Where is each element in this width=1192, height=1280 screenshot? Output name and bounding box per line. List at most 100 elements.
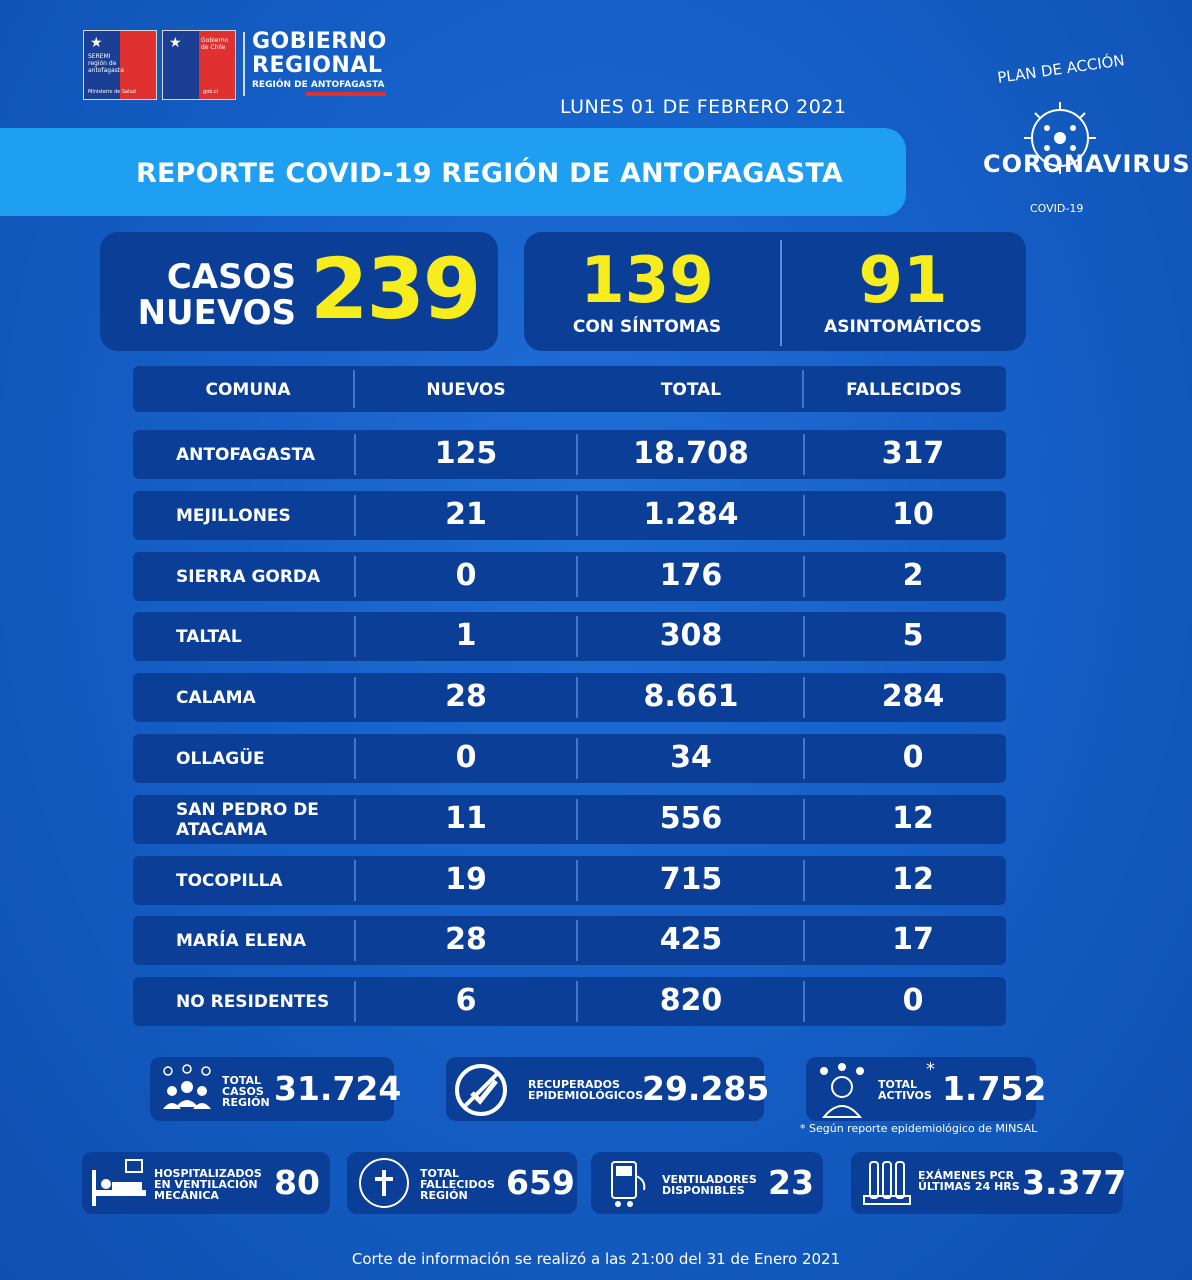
comuna-name: MEJILLONES: [176, 506, 291, 526]
comuna-name: ANTOFAGASTA: [176, 445, 316, 465]
column-separator: [803, 495, 805, 536]
gobierno-logo-foot: gob.cl: [203, 89, 219, 95]
total-cell: 308: [659, 618, 723, 653]
column-separator: [354, 495, 356, 536]
column-separator: [576, 434, 578, 475]
column-separator: [803, 920, 805, 961]
total-cell: 8.661: [643, 679, 739, 714]
ventiladores-label: VENTILADORES DISPONIBLES: [662, 1173, 757, 1197]
column-separator: [803, 677, 805, 718]
table-row: [133, 552, 1006, 601]
fallecidos-cell: 10: [892, 497, 934, 532]
comuna-name: TALTAL: [176, 627, 242, 647]
casos-nuevos-label: CASOS NUEVOS: [137, 257, 296, 333]
header-separator: [802, 370, 804, 408]
fallecidos-cell: 17: [892, 922, 934, 957]
seremi-logo-foot: Ministerio de Salud: [88, 89, 136, 95]
table-row: [133, 916, 1006, 965]
col-header-total: TOTAL: [660, 380, 722, 400]
comuna-name: MARÍA ELENA: [176, 931, 307, 951]
total-cell: 820: [659, 983, 723, 1018]
hospital-bed-icon: [92, 1159, 146, 1206]
nuevos-cell: 28: [445, 679, 487, 714]
column-separator: [576, 556, 578, 597]
header-separator: [353, 370, 355, 408]
table-row: [133, 673, 1006, 722]
fallecidos-cell: 0: [902, 740, 924, 775]
fallecidos-cell: 12: [892, 801, 934, 836]
nuevos-cell: 1: [455, 618, 477, 653]
nuevos-cell: 21: [445, 497, 487, 532]
con-sintomas-label: CON SÍNTOMAS: [572, 317, 722, 337]
total-cell: 425: [659, 922, 723, 957]
footer-note: Corte de información se realizó a las 21…: [351, 1250, 841, 1268]
asintomaticos-value: 91: [858, 244, 948, 318]
activos-value: 1.752: [942, 1069, 1047, 1108]
total-casos-value: 31.724: [274, 1069, 402, 1108]
table-row: [133, 795, 1006, 844]
column-separator: [576, 981, 578, 1022]
recuperados-card: [446, 1057, 764, 1121]
nuevos-cell: 0: [455, 740, 477, 775]
con-sintomas-value: 139: [580, 244, 714, 318]
comuna-name: NO RESIDENTES: [176, 992, 330, 1012]
table-row: [133, 612, 1006, 661]
report-date: LUNES 01 DE FEBRERO 2021: [560, 96, 847, 118]
activos-asterisk: *: [926, 1059, 935, 1080]
gobierno-logo-text: Gobierno de Chile: [201, 37, 229, 51]
column-separator: [803, 981, 805, 1022]
comuna-name: SAN PEDRO DE ATACAMA: [176, 800, 319, 840]
column-separator: [354, 738, 356, 779]
column-separator: [576, 495, 578, 536]
fallecidos-cell: 284: [881, 679, 945, 714]
total-cell: 1.284: [643, 497, 739, 532]
column-separator: [576, 677, 578, 718]
col-header-comuna: COMUNA: [205, 380, 291, 400]
test-tubes-icon: [863, 1161, 911, 1205]
red-accent-bar: [306, 92, 386, 96]
hospitalizados-label: HOSPITALIZADOS EN VENTILACIÓN MECÁNICA: [154, 1167, 262, 1202]
total-cell: 715: [659, 862, 723, 897]
cross-icon: [359, 1158, 409, 1208]
total-cell: 176: [659, 558, 723, 593]
column-separator: [354, 920, 356, 961]
chile-star-icon: ★: [90, 35, 103, 51]
fallecidos-label: TOTAL FALLECIDOS REGIÓN: [420, 1167, 495, 1202]
column-separator: [354, 434, 356, 475]
nuevos-cell: 125: [434, 436, 498, 471]
seremi-logo: ★ SEREMI región de antofagasta Ministerio…: [83, 30, 157, 100]
coronavirus-badge: [1024, 102, 1096, 174]
column-separator: [803, 434, 805, 475]
column-separator: [576, 799, 578, 840]
gobierno-regional-title: GOBIERNO REGIONAL: [252, 29, 387, 78]
column-separator: [576, 616, 578, 657]
nuevos-cell: 28: [445, 922, 487, 957]
column-separator: [354, 981, 356, 1022]
column-separator: [354, 616, 356, 657]
chile-star-icon: ★: [169, 35, 182, 51]
fallecidos-cell: 2: [902, 558, 924, 593]
table-row: [133, 734, 1006, 783]
column-separator: [576, 920, 578, 961]
column-separator: [803, 556, 805, 597]
col-header-fallecidos: FALLECIDOS: [846, 380, 962, 400]
examenes-value: 3.377: [1022, 1163, 1127, 1202]
ventilator-icon: [611, 1161, 646, 1207]
total-casos-label: TOTAL CASOS REGIÓN: [222, 1074, 270, 1109]
column-separator: [354, 677, 356, 718]
column-separator: [803, 738, 805, 779]
column-separator: [576, 738, 578, 779]
table-row: [133, 430, 1006, 479]
column-separator: [803, 860, 805, 901]
people-group-icon: [163, 1064, 211, 1109]
fallecidos-cell: 12: [892, 862, 934, 897]
summary-divider: [780, 240, 782, 346]
casos-nuevos-panel: [100, 232, 498, 351]
column-separator: [354, 860, 356, 901]
badge-sub-text: COVID-19: [1030, 202, 1084, 215]
hospitalizados-value: 80: [274, 1163, 320, 1202]
sick-person-icon: [820, 1063, 864, 1118]
col-header-nuevos: NUEVOS: [426, 380, 506, 400]
badge-main-text: CORONAVIRUS: [983, 150, 1191, 178]
nuevos-cell: 6: [455, 983, 477, 1018]
